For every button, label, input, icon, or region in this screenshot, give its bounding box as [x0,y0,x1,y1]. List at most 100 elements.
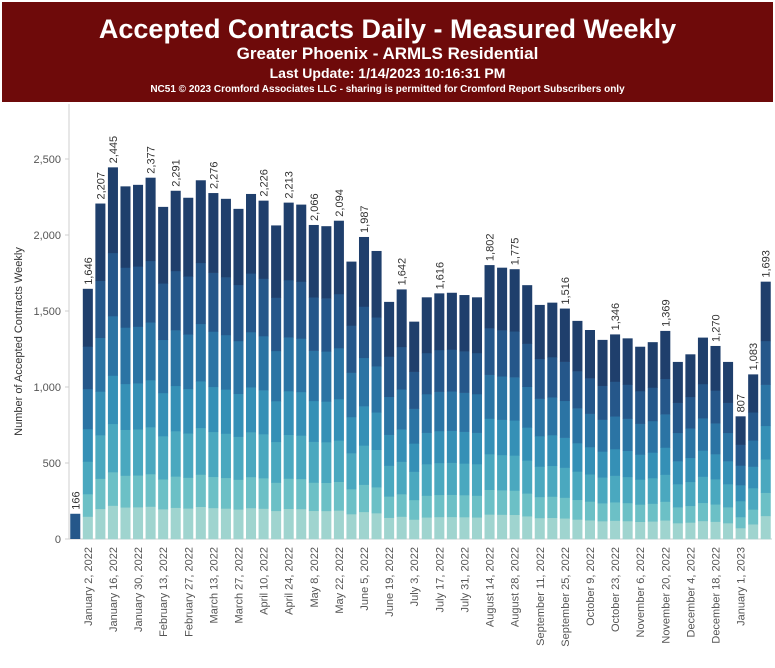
y-tick-label: 1,000 [33,382,61,394]
bar-segment [371,449,382,488]
bar-segment [434,349,445,392]
x-tick-label: January 16, 2022 [108,547,120,632]
bar-segment [233,509,244,540]
bar-segment [421,464,432,496]
bar-segment [672,484,683,508]
bar-segment [459,431,470,464]
bar-segment [559,467,570,498]
bar-segment [497,330,508,377]
bar-segment [145,322,156,381]
bar-segment [522,493,533,517]
copyright-notice: NC51 © 2023 Cromford Associates LLC - sh… [150,84,625,95]
bar-segment [208,386,219,433]
bar-segment [471,495,483,518]
bar-segment [409,321,420,372]
bar-segment [145,426,156,475]
bar-segment [497,454,508,491]
y-tick-label: 2,000 [33,230,61,242]
bar-segment [95,478,106,510]
x-tick-label: November 6, 2022 [635,547,647,638]
bar-segment [685,457,696,483]
bar-segment [748,524,759,540]
bar-segment [622,520,633,540]
bar-segment [396,346,407,390]
data-label: 2,291 [171,159,183,187]
bar-segment [95,435,106,479]
bar-segment [672,461,683,485]
bar-segment [522,386,533,428]
bar-segment [710,345,721,391]
bar-segment [697,383,708,419]
bar-segment [233,479,244,510]
bar-segment [484,418,495,455]
bar-segment [409,519,420,540]
x-tick-label: July 31, 2022 [459,547,471,612]
bar-segment [459,392,470,432]
bar-segment [509,514,520,540]
bar-segment [572,443,583,472]
bar-segment [685,522,696,540]
bar-segment [271,401,282,443]
bar-segment [459,351,470,393]
bar-segment [396,389,407,430]
bar-segment [283,434,294,479]
bar-segment [145,473,156,507]
bar-segment [484,328,495,375]
bar-segment [584,447,595,475]
bar-segment [384,356,395,398]
x-tick-label: June 5, 2022 [359,547,371,611]
bar-segment [82,516,93,540]
bar-segment [760,340,771,385]
bar-segment [396,289,407,348]
bar-segment [672,432,683,462]
bar-segment [346,372,357,418]
bar-segment [421,495,432,518]
bar-segment [384,301,395,357]
bar-segment [547,302,558,358]
bar-segment [183,197,194,277]
bar-segment [547,517,558,540]
bar-segment [723,361,734,403]
bar-segment [723,523,734,540]
bar-segment [672,361,683,403]
bar-segment [95,508,106,540]
bar-segment [471,352,483,395]
bar-segment [233,340,244,395]
bar-segment [584,501,595,521]
bar-segment [572,320,583,372]
bar-segment [371,317,382,367]
bar-segment [95,391,106,436]
bar-segment [647,477,658,504]
bar-segment [82,388,93,430]
bar-segment [371,513,382,540]
bar-segment [346,261,357,326]
bar-segment [82,493,93,517]
bar-segment [484,265,495,329]
bar-segment [246,387,257,433]
bar-segment [333,510,344,540]
bar-segment [446,494,457,518]
bar-segment [710,423,721,455]
bar-segment [748,440,759,467]
bar-segment [409,408,420,444]
bar-segment [635,390,646,424]
bar-segment [547,435,558,467]
bar-segment [685,505,696,523]
bar-segment [195,180,206,264]
bar-segment [158,392,169,437]
x-tick-label: September 25, 2022 [560,547,572,647]
bar-segment [622,338,633,385]
bar-segment [610,502,621,521]
x-tick-label: June 19, 2022 [384,547,396,617]
bar-segment [509,490,520,516]
bar-segment [421,297,432,354]
bar-segment [145,506,156,540]
x-tick-label: July 3, 2022 [409,547,421,606]
bar-segment [283,390,294,436]
bar-segment [647,387,658,422]
bar-segment [258,200,269,279]
bar-segment [584,413,595,448]
bar-segment [660,447,671,475]
bar-segment [246,507,257,540]
bar-segment [484,489,495,515]
